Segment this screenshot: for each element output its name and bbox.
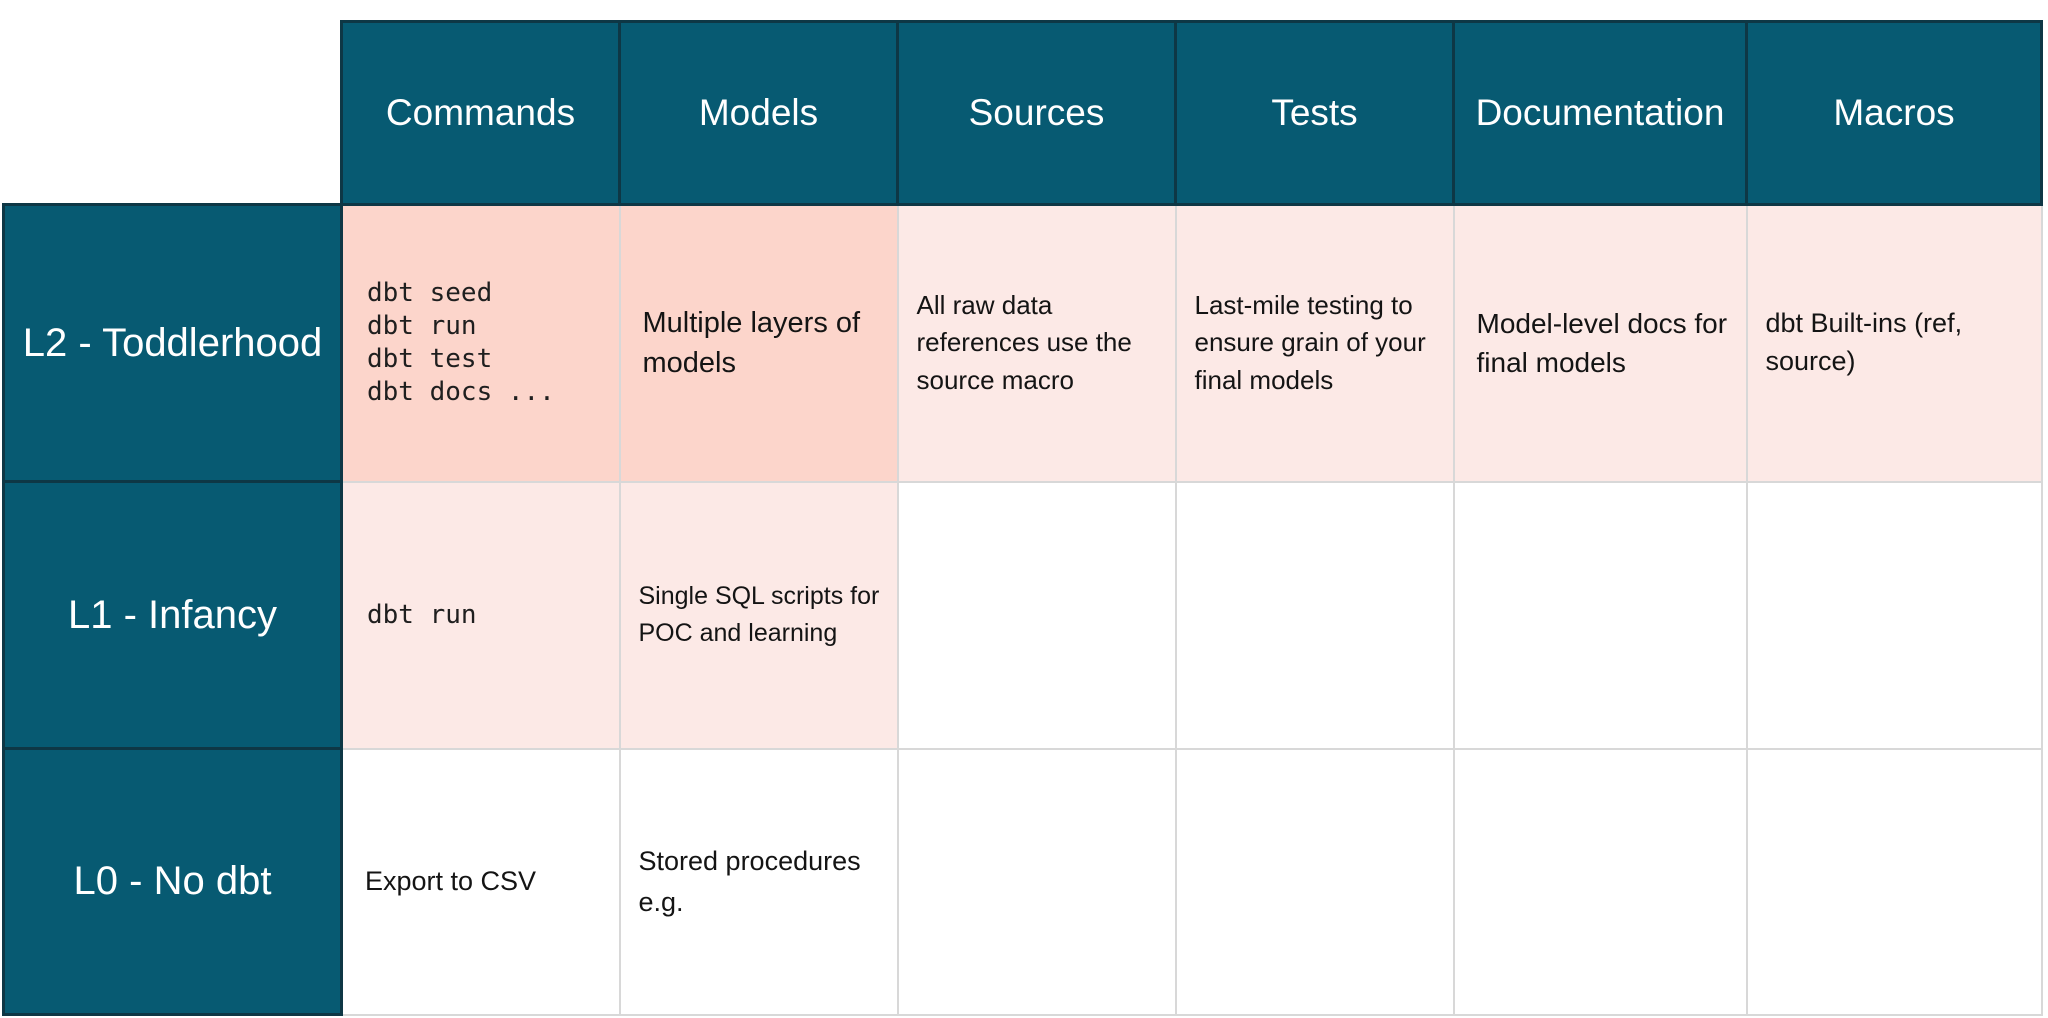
- row-header-l1: L1 - Infancy: [2, 480, 343, 750]
- column-header-commands: Commands: [340, 20, 621, 206]
- dbt-maturity-table: Commands Models Sources Tests Documentat…: [2, 20, 2043, 1016]
- cell-l0-documentation: [1452, 747, 1748, 1016]
- cell-l2-tests: Last-mile testing to ensure grain of you…: [1174, 203, 1455, 483]
- row-header-l2: L2 - Toddlerhood: [2, 203, 343, 483]
- cell-l2-macros: dbt Built-ins (ref, source): [1745, 203, 2043, 483]
- header-row: Commands Models Sources Tests Documentat…: [3, 20, 2043, 206]
- cell-l1-models: Single SQL scripts for POC and learning: [618, 480, 899, 750]
- cell-l1-sources: [896, 480, 1177, 750]
- row-l2-toddlerhood: L2 - Toddlerhood dbt seed dbt run dbt te…: [2, 203, 2043, 483]
- cell-l0-commands: Export to CSV: [340, 747, 621, 1016]
- cell-l1-documentation: [1452, 480, 1748, 750]
- row-l0-no-dbt: L0 - No dbt Export to CSV Stored procedu…: [2, 747, 2043, 1016]
- row-l1-infancy: L1 - Infancy dbt run Single SQL scripts …: [2, 480, 2043, 750]
- cell-l2-models: Multiple layers of models: [618, 203, 899, 483]
- cell-l2-sources: All raw data references use the source m…: [896, 203, 1177, 483]
- cell-l0-models: Stored procedures e.g.: [618, 747, 899, 1016]
- cell-l2-commands: dbt seed dbt run dbt test dbt docs ...: [340, 203, 621, 483]
- row-header-l0: L0 - No dbt: [2, 747, 343, 1016]
- column-header-sources: Sources: [896, 20, 1177, 206]
- column-header-tests: Tests: [1174, 20, 1455, 206]
- cell-l1-macros: [1745, 480, 2043, 750]
- cell-l0-sources: [896, 747, 1177, 1016]
- cell-l0-tests: [1174, 747, 1455, 1016]
- cell-l0-macros: [1745, 747, 2043, 1016]
- cell-l2-documentation: Model-level docs for final models: [1452, 203, 1748, 483]
- column-header-documentation: Documentation: [1452, 20, 1748, 206]
- cell-l1-tests: [1174, 480, 1455, 750]
- corner-cell: [3, 21, 342, 205]
- cell-l1-commands: dbt run: [340, 480, 621, 750]
- column-header-models: Models: [618, 20, 899, 206]
- column-header-macros: Macros: [1745, 20, 2043, 206]
